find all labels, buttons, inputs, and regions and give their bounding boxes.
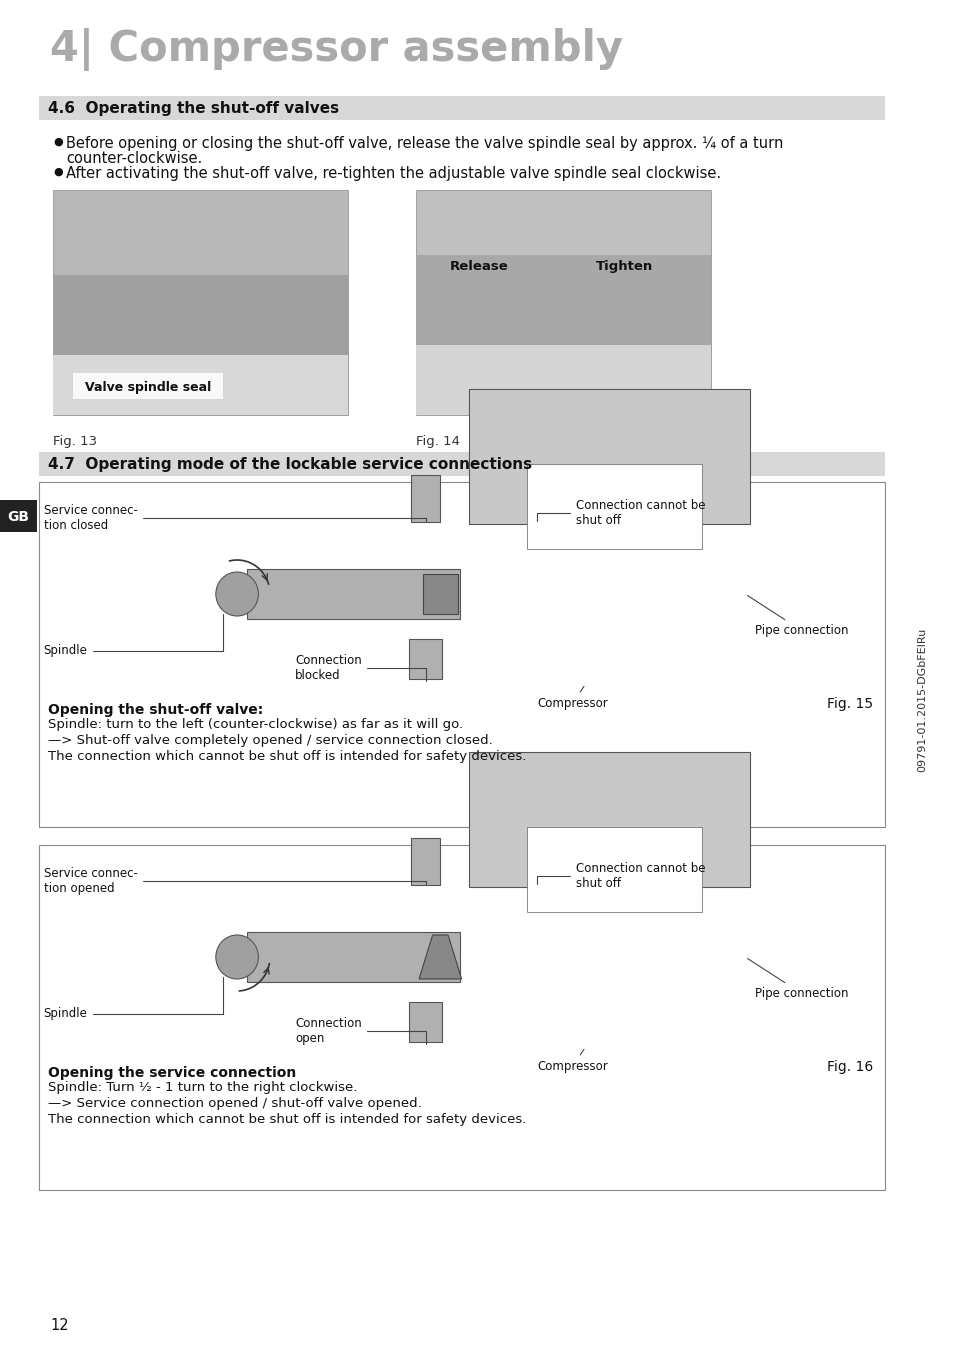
- Bar: [247, 569, 459, 619]
- Text: Tighten: Tighten: [595, 260, 652, 274]
- Text: Fig. 14: Fig. 14: [416, 435, 459, 448]
- Bar: [411, 475, 440, 523]
- Text: ●: ●: [53, 167, 63, 177]
- Text: —> Shut-off valve completely opened / service connection closed.: —> Shut-off valve completely opened / se…: [49, 734, 493, 747]
- Text: 4| Compressor assembly: 4| Compressor assembly: [51, 28, 622, 70]
- Polygon shape: [418, 936, 461, 979]
- Text: Spindle: Spindle: [44, 976, 222, 1020]
- Text: Spindle: turn to the left (counter-clockwise) as far as it will go.: Spindle: turn to the left (counter-clock…: [49, 718, 463, 731]
- Text: Spindle: Spindle: [44, 613, 222, 657]
- Text: 4.6  Operating the shut-off valves: 4.6 Operating the shut-off valves: [49, 102, 339, 116]
- Text: Spindle: Turn ½ - 1 turn to the right clockwise.: Spindle: Turn ½ - 1 turn to the right cl…: [49, 1080, 357, 1094]
- Circle shape: [215, 936, 258, 979]
- Text: Before opening or closing the shut-off valve, release the valve spindle seal by : Before opening or closing the shut-off v…: [66, 135, 782, 152]
- Text: Connection cannot be
shut off: Connection cannot be shut off: [537, 862, 704, 890]
- Text: Opening the shut-off valve:: Opening the shut-off valve:: [49, 703, 263, 718]
- Text: 09791-01.2015-DGbFEIRu: 09791-01.2015-DGbFEIRu: [917, 628, 926, 772]
- Text: Service connec-
tion closed: Service connec- tion closed: [44, 504, 425, 532]
- Text: Release: Release: [449, 260, 508, 274]
- Text: Pipe connection: Pipe connection: [747, 959, 847, 1001]
- Bar: [527, 827, 700, 913]
- Text: 4.7  Operating mode of the lockable service connections: 4.7 Operating mode of the lockable servi…: [49, 458, 532, 473]
- Bar: [170, 857, 749, 1052]
- Bar: [39, 96, 883, 121]
- Bar: [416, 255, 711, 345]
- Bar: [409, 639, 442, 678]
- Text: —> Service connection opened / shut-off valve opened.: —> Service connection opened / shut-off …: [49, 1097, 421, 1110]
- Bar: [39, 452, 883, 477]
- Bar: [53, 275, 348, 355]
- Bar: [53, 190, 348, 414]
- Text: Connection cannot be
shut off: Connection cannot be shut off: [537, 500, 704, 527]
- Bar: [527, 464, 700, 548]
- Bar: [170, 494, 749, 689]
- Bar: [72, 372, 222, 399]
- Bar: [469, 389, 749, 524]
- Text: GB: GB: [8, 510, 30, 524]
- Text: Service connec-
tion opened: Service connec- tion opened: [44, 867, 425, 895]
- Bar: [39, 482, 883, 827]
- Text: Opening the service connection: Opening the service connection: [49, 1066, 296, 1080]
- Text: Fig. 15: Fig. 15: [826, 697, 872, 711]
- Text: Fig. 13: Fig. 13: [53, 435, 97, 448]
- Bar: [39, 845, 883, 1190]
- Text: Connection
open: Connection open: [294, 1017, 425, 1045]
- Text: ●: ●: [53, 137, 63, 148]
- Text: Compressor: Compressor: [537, 686, 607, 709]
- Bar: [53, 355, 348, 414]
- Text: After activating the shut-off valve, re-tighten the adjustable valve spindle sea: After activating the shut-off valve, re-…: [66, 167, 720, 181]
- Text: The connection which cannot be shut off is intended for safety devices.: The connection which cannot be shut off …: [49, 1113, 526, 1127]
- Text: Compressor: Compressor: [537, 1049, 607, 1072]
- Bar: [247, 932, 459, 982]
- Text: 12: 12: [51, 1317, 69, 1332]
- Bar: [0, 500, 37, 532]
- Text: counter-clockwise.: counter-clockwise.: [66, 152, 202, 167]
- Bar: [469, 751, 749, 887]
- Circle shape: [215, 571, 258, 616]
- Text: The connection which cannot be shut off is intended for safety devices.: The connection which cannot be shut off …: [49, 750, 526, 764]
- Text: Pipe connection: Pipe connection: [747, 596, 847, 636]
- Text: Connection
blocked: Connection blocked: [294, 654, 425, 682]
- Bar: [409, 1002, 442, 1043]
- Bar: [416, 345, 711, 414]
- Bar: [416, 190, 711, 414]
- Text: Valve spindle seal: Valve spindle seal: [85, 380, 211, 394]
- Bar: [411, 838, 440, 886]
- Polygon shape: [422, 574, 457, 613]
- Text: Fig. 16: Fig. 16: [826, 1060, 872, 1074]
